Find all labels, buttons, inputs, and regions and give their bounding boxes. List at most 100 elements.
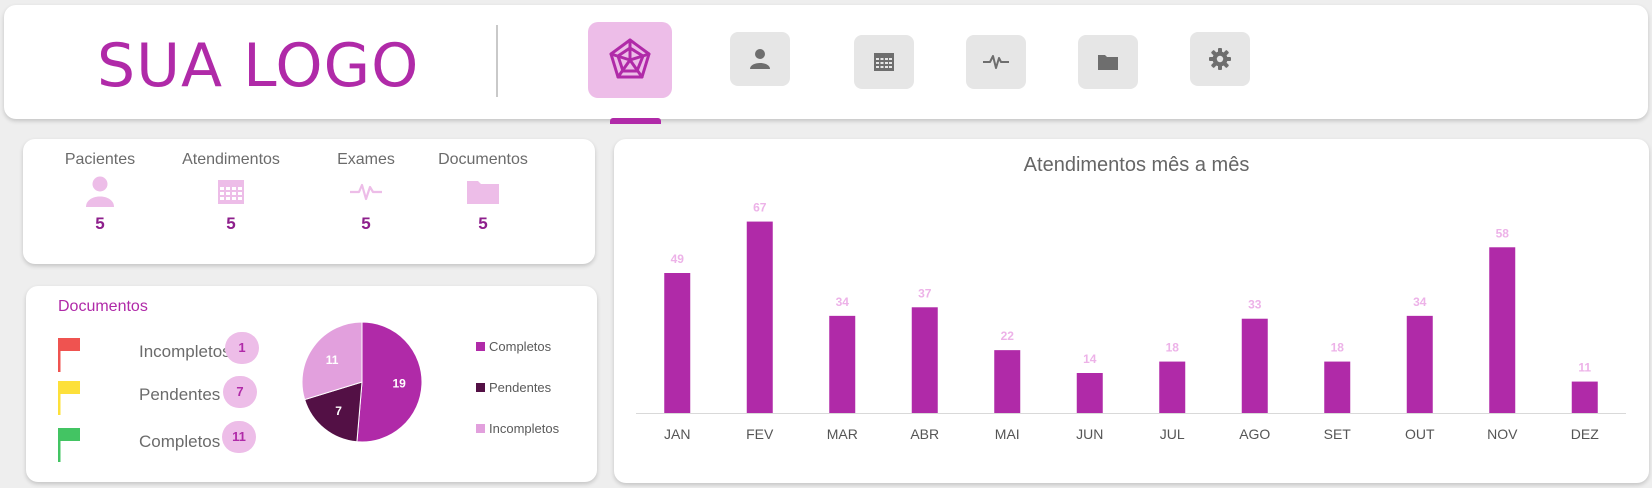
bar-jul xyxy=(1159,361,1186,413)
x-tick-label: DEZ xyxy=(1571,426,1599,442)
active-tab-indicator xyxy=(610,118,661,124)
x-tick-label: NOV xyxy=(1487,426,1518,442)
stat-exams: Exames 5 xyxy=(311,149,421,235)
bar-jan xyxy=(664,273,691,413)
flag-icon xyxy=(58,381,80,415)
legend-label: Incompletos xyxy=(489,421,560,436)
x-tick-label: FEV xyxy=(746,426,774,442)
documents-pie-chart: 19 7 11 xyxy=(301,321,423,443)
legend-item-incompletos: Incompletos xyxy=(476,421,559,436)
documents-title: Documentos xyxy=(58,298,148,315)
user-icon xyxy=(750,49,770,69)
bar-set xyxy=(1324,361,1351,413)
x-tick-label: OUT xyxy=(1405,426,1435,442)
count-badge: 7 xyxy=(223,376,257,408)
doc-row-label: Pendentes xyxy=(139,385,221,404)
bar-nov xyxy=(1489,247,1516,413)
pie-slice-incompletos xyxy=(301,321,363,401)
user-icon xyxy=(86,176,114,207)
folder-icon xyxy=(467,181,499,204)
x-tick-label: MAI xyxy=(995,426,1020,442)
bar-value-label: 22 xyxy=(1001,329,1015,343)
x-tick-label: JUN xyxy=(1076,426,1103,442)
nav-dashboard-button[interactable] xyxy=(588,22,672,98)
bar-value-label: 49 xyxy=(671,252,685,266)
stat-label: Exames xyxy=(337,151,395,168)
bar-abr xyxy=(911,307,938,413)
legend-label: Completos xyxy=(489,339,552,354)
x-tick-label: MAR xyxy=(827,426,858,442)
flag-icon xyxy=(58,338,80,372)
nav-exams-button[interactable] xyxy=(966,35,1026,89)
stat-label: Atendimentos xyxy=(182,151,280,168)
summary-stats-card: Pacientes 5 Atendimentos 5 Exames xyxy=(23,139,595,264)
bar-mar xyxy=(829,315,856,413)
legend-swatch xyxy=(476,342,485,351)
doc-row-label: Incompletos xyxy=(139,342,231,361)
bar-value-label: 18 xyxy=(1331,341,1345,355)
logo: SUA LOGO xyxy=(97,31,420,101)
doc-row-complete: Completos xyxy=(56,424,256,464)
header-divider xyxy=(496,25,498,97)
bar-value-label: 34 xyxy=(836,295,850,309)
pie-slice-label: 19 xyxy=(392,377,406,391)
bar-value-label: 18 xyxy=(1166,341,1180,355)
doc-row-incomplete: Incompletos xyxy=(56,334,256,374)
bar-ago xyxy=(1241,318,1268,413)
stat-value: 5 xyxy=(226,214,236,233)
stat-appointments: Atendimentos 5 xyxy=(176,149,286,235)
legend-item-completos: Completos xyxy=(476,339,551,354)
pie-slice-completos xyxy=(356,321,423,443)
calendar-icon xyxy=(874,53,894,71)
stat-value: 5 xyxy=(361,214,371,233)
stat-label: Documentos xyxy=(438,151,528,168)
pie-slice-label: 11 xyxy=(326,353,339,367)
legend-swatch xyxy=(476,383,485,392)
doc-row-pending: Pendentes xyxy=(56,377,256,417)
stat-value: 5 xyxy=(478,214,488,233)
calendar-icon xyxy=(218,180,244,204)
pie-slice-label: 7 xyxy=(335,404,342,418)
monthly-chart-card: Atendimentos mês a mês 49 JAN 67 FEV 34 MAR 37 A… xyxy=(614,139,1649,483)
chart-title: Atendimentos mês a mês xyxy=(1024,154,1250,176)
legend-item-pendentes: Pendentes xyxy=(476,380,551,395)
bar-fev xyxy=(746,221,773,413)
nav-settings-button[interactable] xyxy=(1190,32,1250,86)
bar-value-label: 33 xyxy=(1248,298,1262,312)
nav-calendar-button[interactable] xyxy=(854,35,914,89)
stat-value: 5 xyxy=(95,214,105,233)
x-tick-label: AGO xyxy=(1239,426,1270,442)
x-tick-label: JUL xyxy=(1160,426,1185,442)
folder-icon xyxy=(1098,55,1118,70)
bar-value-label: 34 xyxy=(1413,295,1427,309)
x-tick-label: ABR xyxy=(910,426,939,442)
doc-row-label: Completos xyxy=(139,432,221,451)
nav-documents-button[interactable] xyxy=(1078,35,1138,89)
bar-value-label: 14 xyxy=(1083,352,1097,366)
bar-value-label: 11 xyxy=(1578,361,1591,375)
pie-slice-pendentes xyxy=(304,381,363,443)
bar-jun xyxy=(1076,373,1103,413)
x-tick-label: JAN xyxy=(664,426,690,442)
gear-icon xyxy=(1209,48,1231,70)
stat-label: Pacientes xyxy=(64,151,136,168)
radar-chart-icon xyxy=(609,38,651,79)
bar-value-label: 58 xyxy=(1496,226,1510,240)
bar-value-label: 37 xyxy=(918,286,932,300)
monthly-bar-chart: Atendimentos mês a mês 49 JAN 67 FEV 34 MAR 37 A… xyxy=(636,154,1626,442)
flag-icon xyxy=(58,428,80,462)
legend-swatch xyxy=(476,424,485,433)
bar-out xyxy=(1406,315,1433,413)
bar-dez xyxy=(1571,381,1598,413)
count-badge: 11 xyxy=(222,421,256,453)
legend-label: Pendentes xyxy=(489,380,552,395)
header-bar: SUA LOGO xyxy=(4,5,1648,124)
documents-card: Documentos Incompletos 1 Pendentes 7 Com… xyxy=(26,286,597,482)
x-tick-label: SET xyxy=(1324,426,1352,442)
nav-patients-button[interactable] xyxy=(730,32,790,86)
count-badge: 1 xyxy=(225,332,259,364)
stat-documents: Documentos 5 xyxy=(428,149,538,235)
bar-value-label: 67 xyxy=(753,201,767,215)
pulse-icon xyxy=(350,183,382,201)
stat-patients: Pacientes 5 xyxy=(45,149,155,235)
